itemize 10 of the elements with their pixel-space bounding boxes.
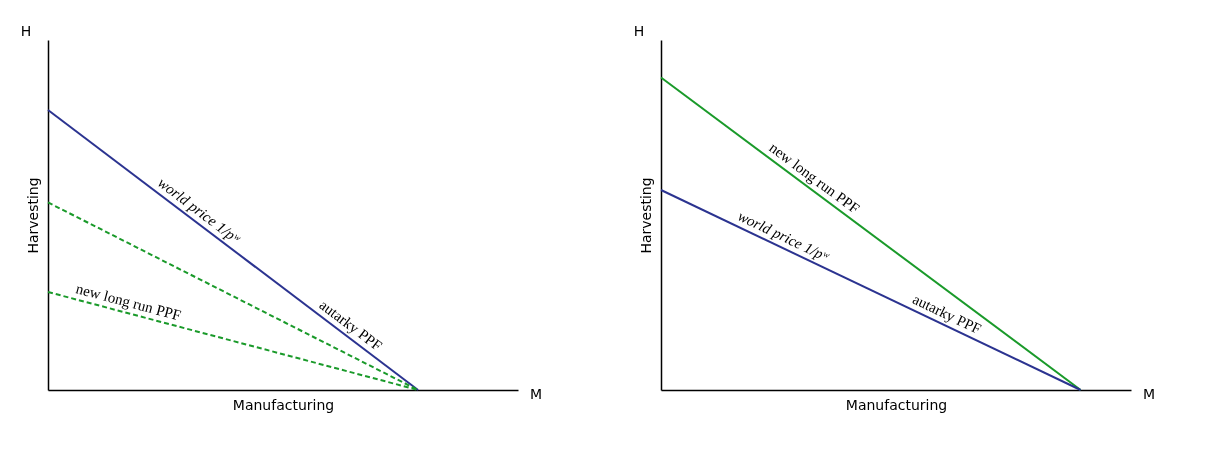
y-axis-title: Harvesting <box>637 177 654 254</box>
annotation: world price 1/pʷ <box>735 207 833 265</box>
x-axis-title: Manufacturing <box>845 396 948 413</box>
x-axis-title: Manufacturing <box>232 396 335 413</box>
annotation: M <box>529 386 543 402</box>
text: H <box>633 23 645 39</box>
annotation: new long run PPF <box>74 280 183 324</box>
y-axis-title: Harvesting <box>24 177 41 254</box>
annotation: M <box>1142 386 1156 402</box>
text: H <box>20 23 32 39</box>
